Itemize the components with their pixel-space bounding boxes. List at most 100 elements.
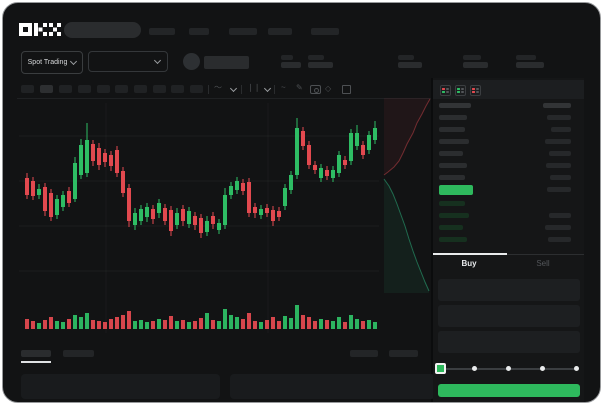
amount-input[interactable] <box>438 305 580 327</box>
slider-handle[interactable] <box>435 363 446 374</box>
orderbook-ask-price[interactable] <box>439 127 465 132</box>
orderbook-bid-price[interactable] <box>439 237 467 242</box>
orderbook-ask-price[interactable] <box>439 115 467 120</box>
stat-label <box>516 55 536 60</box>
stat-value <box>308 62 333 68</box>
price-input[interactable] <box>438 279 580 301</box>
stat-label <box>463 55 481 60</box>
candle-body <box>271 210 275 221</box>
slider-step-dot[interactable] <box>574 366 579 371</box>
orderbook-last-amount[interactable] <box>547 187 571 192</box>
orderbook-bid-price[interactable] <box>439 201 465 206</box>
volume-bar <box>157 319 161 329</box>
volume-bar <box>37 323 41 329</box>
draw-tool-icon[interactable]: ✎ <box>296 83 303 92</box>
candle-body <box>49 193 53 217</box>
interval-button[interactable] <box>97 85 110 93</box>
volume-bar <box>277 321 281 329</box>
orderbook-ask-amount[interactable] <box>545 139 571 144</box>
bottom-action[interactable] <box>350 350 378 357</box>
orderbook-bid-amount[interactable] <box>548 237 571 242</box>
volume-bar <box>25 319 29 329</box>
interval-button[interactable] <box>115 85 128 93</box>
interval-button[interactable] <box>190 85 203 93</box>
candle-body <box>37 189 41 195</box>
volume-bar <box>241 319 245 329</box>
orderbook-header-amount[interactable] <box>543 103 571 108</box>
line-tool-icon[interactable]: ~ <box>281 83 286 92</box>
nav-item[interactable] <box>189 28 209 35</box>
okx-logo-icon <box>19 23 61 36</box>
orderbook-view-bids-icon[interactable] <box>455 85 466 96</box>
candle-body <box>301 131 305 146</box>
orderbook-bid-price[interactable] <box>439 225 463 230</box>
buy-button[interactable] <box>438 384 580 397</box>
interval-button[interactable] <box>171 85 184 93</box>
candle-body <box>67 191 71 203</box>
bottom-action[interactable] <box>389 350 418 357</box>
settings-icon[interactable]: ◇ <box>325 84 332 93</box>
nav-item[interactable] <box>229 28 257 35</box>
candle-body <box>283 188 287 206</box>
interval-button[interactable] <box>59 85 72 93</box>
volume-bar <box>313 321 317 329</box>
candle-body <box>265 208 269 213</box>
candle-body <box>115 150 119 173</box>
orderbook-ask-amount[interactable] <box>551 127 571 132</box>
interval-button[interactable] <box>134 85 147 93</box>
volume-bar <box>187 322 191 329</box>
orderbook-ask-price[interactable] <box>439 163 467 168</box>
orderbook-ask-amount[interactable] <box>549 151 571 156</box>
orderbook-ask-amount[interactable] <box>547 115 571 120</box>
pair-dropdown[interactable] <box>88 51 168 72</box>
candle-body <box>235 181 239 190</box>
slider-step-dot[interactable] <box>540 366 545 371</box>
candle-body <box>121 171 125 193</box>
orderbook-ask-price[interactable] <box>439 139 469 144</box>
candlestick-chart[interactable] <box>3 3 601 403</box>
bottom-tab-active[interactable] <box>21 350 51 357</box>
indicator-icon[interactable]: 〜 <box>214 83 222 92</box>
tab-buy[interactable]: Buy <box>461 259 477 268</box>
volume-bar <box>355 319 359 329</box>
tab-sell[interactable]: Sell <box>536 259 550 268</box>
orderbook-header-price[interactable] <box>439 103 471 108</box>
orders-panel-placeholder <box>21 374 220 399</box>
bottom-tab[interactable] <box>63 350 94 357</box>
volume-bar <box>97 321 101 329</box>
candle-body <box>295 128 299 175</box>
slider-step-dot[interactable] <box>472 366 477 371</box>
nav-item[interactable] <box>268 28 292 35</box>
orderbook-bid-amount[interactable] <box>545 225 571 230</box>
nav-item[interactable] <box>311 28 339 35</box>
nav-item[interactable] <box>149 28 175 35</box>
interval-button[interactable] <box>153 85 166 93</box>
slider-step-dot[interactable] <box>506 366 511 371</box>
orderbook-bid-amount[interactable] <box>549 213 571 218</box>
volume-bar <box>145 322 149 329</box>
orderbook-view-both-icon[interactable] <box>440 85 451 96</box>
orderbook-bid-price[interactable] <box>439 213 469 218</box>
camera-icon[interactable] <box>310 85 321 94</box>
candle-body <box>133 213 137 225</box>
interval-button[interactable] <box>78 85 91 93</box>
orderbook-ask-price[interactable] <box>439 151 463 156</box>
volume-bar <box>247 313 251 329</box>
interval-button-active[interactable] <box>40 85 53 93</box>
candle-body <box>31 181 35 196</box>
orderbook-ask-amount[interactable] <box>546 163 571 168</box>
interval-button[interactable] <box>21 85 34 93</box>
candle-body <box>247 182 251 213</box>
fullscreen-icon[interactable] <box>342 85 351 94</box>
orderbook-ask-amount[interactable] <box>550 175 571 180</box>
volume-bar <box>163 320 167 329</box>
search-input[interactable] <box>64 22 141 38</box>
orderbook-ask-price[interactable] <box>439 175 465 180</box>
volume-bar <box>295 305 299 329</box>
orderbook-last-price[interactable] <box>439 185 473 195</box>
orderbook-view-asks-icon[interactable] <box>470 85 481 96</box>
market-type-dropdown[interactable]: Spot Trading <box>21 51 83 74</box>
total-input[interactable] <box>438 331 580 353</box>
depth-ask-area <box>384 98 430 175</box>
chart-style-icon[interactable]: ❘❘ <box>247 83 261 92</box>
